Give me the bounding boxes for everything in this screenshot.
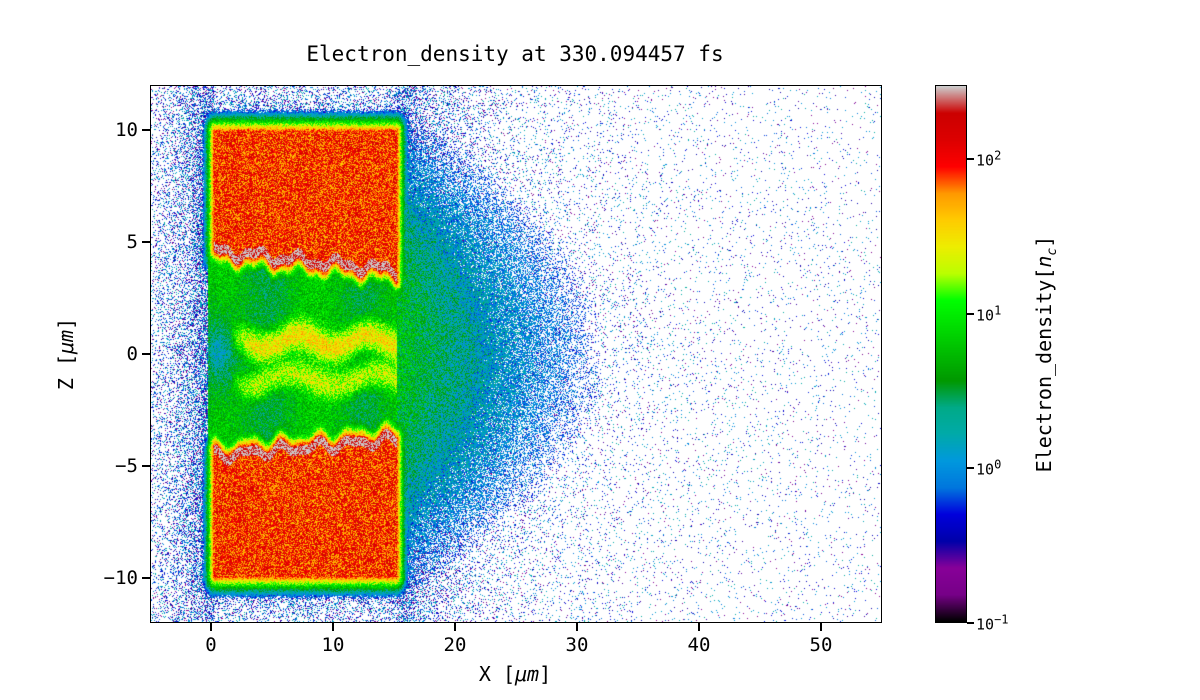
y-tick-mark bbox=[142, 128, 150, 131]
x-tick-mark bbox=[820, 623, 822, 631]
x-axis-label: X [μm] bbox=[150, 662, 880, 686]
colorbar-label: Electron_density[nc] bbox=[1032, 236, 1060, 473]
y-tick-label: −10 bbox=[103, 567, 138, 590]
x-tick-label: 0 bbox=[205, 634, 217, 656]
y-axis-unit: μm bbox=[54, 329, 78, 355]
x-tick-mark bbox=[332, 623, 334, 631]
colorbar-tick-mark bbox=[967, 312, 974, 315]
y-tick-mark bbox=[142, 465, 150, 468]
y-axis-label-prefix: Z [ bbox=[54, 354, 78, 391]
colorbar-label-suffix: ] bbox=[1032, 235, 1056, 248]
x-axis-label-prefix: X [ bbox=[478, 662, 515, 686]
colorbar-tick-mark bbox=[967, 622, 974, 624]
x-tick-label: 20 bbox=[443, 634, 467, 656]
y-axis-label-suffix: ] bbox=[54, 317, 78, 330]
x-tick-label: 50 bbox=[809, 634, 833, 656]
colorbar-label-prefix: Electron_density[ bbox=[1032, 267, 1056, 473]
colorbar-tick-label: 101 bbox=[976, 303, 1002, 325]
colorbar-tick-label: 10−1 bbox=[976, 612, 1009, 634]
colorbar-label-var: n bbox=[1032, 255, 1056, 268]
colorbar-tick-label: 102 bbox=[976, 148, 1002, 170]
y-tick-mark bbox=[142, 240, 150, 243]
y-axis-label: Z [μm] bbox=[54, 318, 78, 390]
y-tick-label: 0 bbox=[126, 343, 138, 365]
y-tick-label: 10 bbox=[115, 118, 138, 141]
x-tick-label: 10 bbox=[321, 634, 345, 656]
plot-area bbox=[150, 85, 882, 623]
y-tick-mark bbox=[142, 353, 150, 355]
colorbar-canvas bbox=[936, 86, 966, 622]
y-tick-label: −5 bbox=[115, 455, 138, 478]
plot-title: Electron_density at 330.094457 fs bbox=[306, 42, 724, 66]
y-tick-label: 5 bbox=[126, 230, 138, 253]
x-tick-mark bbox=[210, 623, 212, 631]
y-tick-mark bbox=[142, 577, 150, 580]
x-tick-mark bbox=[576, 623, 578, 631]
colorbar-tick-label: 100 bbox=[976, 457, 1002, 479]
colorbar-tick-mark bbox=[967, 467, 974, 470]
x-tick-mark bbox=[454, 623, 456, 631]
x-tick-mark bbox=[698, 623, 700, 631]
x-tick-label: 40 bbox=[687, 634, 711, 656]
colorbar bbox=[935, 85, 967, 623]
colorbar-tick-mark bbox=[967, 157, 974, 160]
x-axis-unit: μm bbox=[514, 662, 540, 686]
x-tick-label: 30 bbox=[565, 634, 589, 656]
x-axis-label-suffix: ] bbox=[539, 662, 552, 686]
colorbar-label-sub: c bbox=[1045, 247, 1060, 256]
heatmap-canvas bbox=[151, 86, 881, 622]
